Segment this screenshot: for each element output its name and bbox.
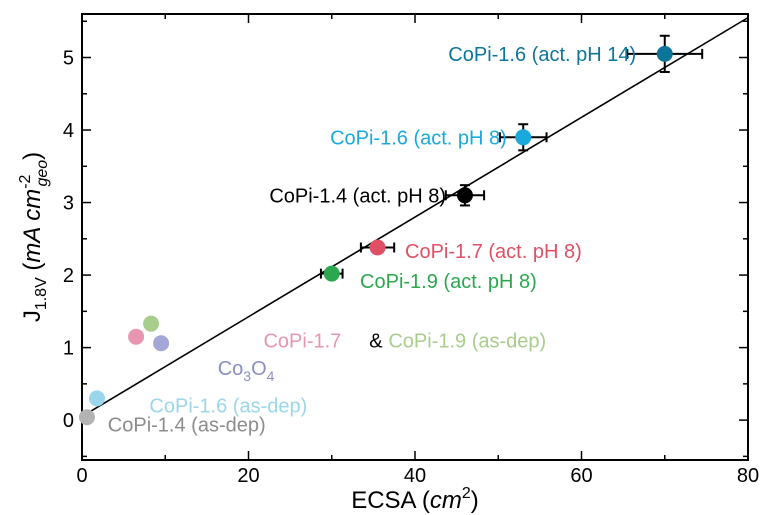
x-axis-title-part: ) (471, 487, 479, 514)
data-point (88, 390, 105, 407)
x-tick-label: 60 (570, 465, 592, 487)
co3o4-part: O (251, 358, 267, 380)
point-annotation: CoPi-1.7 (act. pH 8) (405, 241, 582, 263)
y-axis-title-part: ( (19, 263, 46, 278)
y-tick-label: 0 (63, 410, 74, 432)
data-point (456, 187, 473, 204)
point-annotation: CoPi-1.6 (as-dep) (149, 396, 307, 418)
co3o4-subscript: 4 (267, 368, 275, 384)
y-axis-title: J1.8V (mA cm-2geo) (17, 152, 51, 322)
x-axis-title-superscript: 2 (462, 485, 471, 502)
y-axis-title-part: J (19, 310, 46, 322)
y-axis-title-superscript: -2 (17, 174, 34, 188)
point-annotation: CoPi-1.6 (act. pH 14) (448, 44, 636, 66)
y-axis-title-subscript: 1.8V (33, 277, 50, 310)
point-annotation: CoPi-1.6 (act. pH 8) (330, 127, 507, 149)
point-annotation: CoPi-1.4 (as-dep) (108, 414, 266, 436)
x-axis-title-unit: cm (430, 487, 462, 514)
data-point (656, 45, 673, 62)
data-point (515, 129, 532, 146)
plot-frame (81, 13, 749, 461)
point-annotation: CoPi-1.7 (263, 330, 341, 352)
y-tick-label: 3 (63, 193, 74, 215)
data-point (143, 315, 160, 332)
fit-line (81, 16, 749, 418)
data-point (128, 328, 145, 345)
co3o4-part: Co (218, 358, 244, 380)
y-tick-label: 2 (63, 265, 74, 287)
point-annotation: & (369, 330, 383, 352)
x-axis-title: ECSA (cm2) (351, 485, 479, 514)
point-annotation: CoPi-1.9 (act. pH 8) (360, 271, 537, 293)
data-point (153, 335, 170, 352)
x-tick-label: 80 (737, 465, 759, 487)
y-tick-label: 1 (63, 338, 74, 360)
point-annotation: CoPi-1.9 (as-dep) (388, 330, 546, 352)
y-tick-label: 4 (63, 120, 74, 142)
y-axis-title-subscript: geo (34, 160, 51, 187)
co3o4-annotation: Co3O4 (218, 358, 275, 384)
y-axis-title-part: ) (19, 152, 46, 160)
y-tick-label: 5 (63, 48, 74, 70)
data-point (369, 239, 386, 256)
y-axis-title-unit: mA cm (19, 189, 46, 263)
x-axis-title-part: ECSA ( (351, 487, 430, 514)
x-tick-label: 20 (237, 465, 259, 487)
co3o4-subscript: 3 (243, 368, 251, 384)
data-point (78, 409, 95, 426)
x-tick-label: 0 (76, 465, 87, 487)
data-point (323, 265, 340, 282)
point-annotation: CoPi-1.4 (act. pH 8) (269, 185, 446, 207)
x-tick-label: 40 (404, 465, 426, 487)
